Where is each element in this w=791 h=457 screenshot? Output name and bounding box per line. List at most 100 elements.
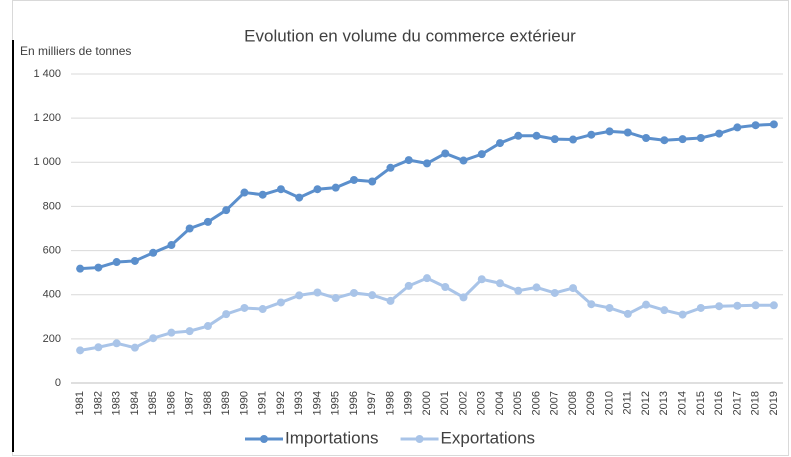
x-tick-label: 1987	[184, 391, 196, 415]
y-tick-label: 800	[43, 200, 61, 212]
legend-marker	[415, 435, 424, 443]
point	[642, 134, 651, 143]
point	[477, 275, 486, 284]
point	[404, 281, 413, 290]
y-tick-label: 1 000	[33, 156, 61, 168]
y-tick-label: 400	[43, 289, 61, 301]
point	[769, 301, 778, 310]
point	[715, 302, 724, 311]
x-tick-label: 2009	[585, 391, 597, 415]
point	[368, 291, 377, 300]
x-tick-label: 1993	[293, 391, 305, 415]
x-tick-label: 2008	[567, 391, 579, 415]
point	[368, 177, 377, 186]
y-tick-label: 600	[43, 244, 61, 256]
x-tick-label: 1999	[403, 391, 415, 415]
point	[349, 288, 358, 297]
x-tick-label: 1982	[92, 391, 104, 415]
point	[532, 283, 541, 292]
point	[696, 303, 705, 312]
point	[441, 282, 450, 291]
point	[751, 121, 760, 130]
point	[550, 288, 559, 297]
point	[623, 309, 632, 318]
legend-label: Exportations	[441, 428, 536, 447]
point	[258, 305, 267, 314]
y-tick-label: 1 400	[33, 68, 61, 80]
x-tick-label: 1998	[384, 391, 396, 415]
point	[587, 130, 596, 139]
x-tick-label: 1995	[330, 391, 342, 415]
y-tick-label: 0	[55, 377, 61, 389]
point	[696, 134, 705, 143]
point	[313, 185, 322, 194]
x-tick-label: 1990	[238, 391, 250, 415]
point	[623, 128, 632, 137]
point	[514, 131, 523, 140]
point	[331, 183, 340, 192]
point	[386, 296, 395, 305]
x-tick-label: 1983	[111, 391, 123, 415]
point	[423, 274, 431, 283]
legend-marker	[260, 435, 268, 443]
point	[423, 159, 431, 168]
x-tick-label: 1997	[366, 391, 378, 415]
point	[167, 328, 176, 337]
point	[660, 306, 669, 315]
point	[404, 156, 413, 165]
point	[660, 136, 669, 145]
point	[514, 286, 523, 295]
point	[94, 263, 103, 272]
y-tick-label: 1 200	[33, 112, 61, 124]
chart-frame	[12, 0, 789, 456]
x-tick-label: 2005	[512, 391, 524, 415]
point	[386, 163, 395, 172]
point	[331, 294, 340, 303]
x-tick-label: 1991	[257, 391, 269, 415]
x-tick-label: 2017	[731, 391, 743, 415]
point	[605, 303, 614, 312]
x-tick-label: 2004	[494, 391, 506, 415]
point	[733, 123, 742, 132]
point	[295, 291, 304, 300]
point	[459, 156, 468, 165]
x-tick-label: 2016	[713, 391, 725, 415]
x-tick-label: 1984	[129, 391, 141, 415]
x-tick-label: 2015	[695, 391, 707, 415]
point	[569, 284, 578, 293]
x-tick-label: 1992	[275, 391, 287, 415]
point	[130, 343, 139, 352]
point	[76, 346, 85, 355]
point	[112, 339, 121, 348]
point	[769, 120, 778, 129]
point	[313, 288, 322, 297]
x-tick-label: 1981	[74, 391, 86, 415]
x-tick-label: 1994	[311, 391, 323, 415]
point	[715, 129, 724, 138]
x-tick-label: 2012	[640, 391, 652, 415]
x-tick-label: 2014	[676, 391, 688, 415]
x-tick-label: 2006	[530, 391, 542, 415]
point	[222, 310, 231, 319]
x-tick-label: 2002	[457, 391, 469, 415]
point	[349, 175, 358, 184]
point	[167, 241, 176, 250]
point	[532, 131, 541, 140]
point	[149, 334, 158, 343]
legend-label: Importations	[285, 428, 379, 447]
x-tick-label: 2007	[549, 391, 561, 415]
x-tick-label: 2011	[622, 391, 634, 415]
point	[678, 135, 687, 144]
x-tick-label: 1986	[165, 391, 177, 415]
point	[605, 127, 614, 136]
x-tick-label: 2010	[603, 391, 615, 415]
point	[203, 322, 212, 331]
point	[149, 248, 158, 257]
x-tick-label: 1985	[147, 391, 159, 415]
point	[751, 301, 760, 310]
x-tick-label: 2019	[768, 391, 780, 415]
y-tick-label: 200	[43, 333, 61, 345]
point	[477, 150, 486, 159]
point	[295, 193, 304, 202]
